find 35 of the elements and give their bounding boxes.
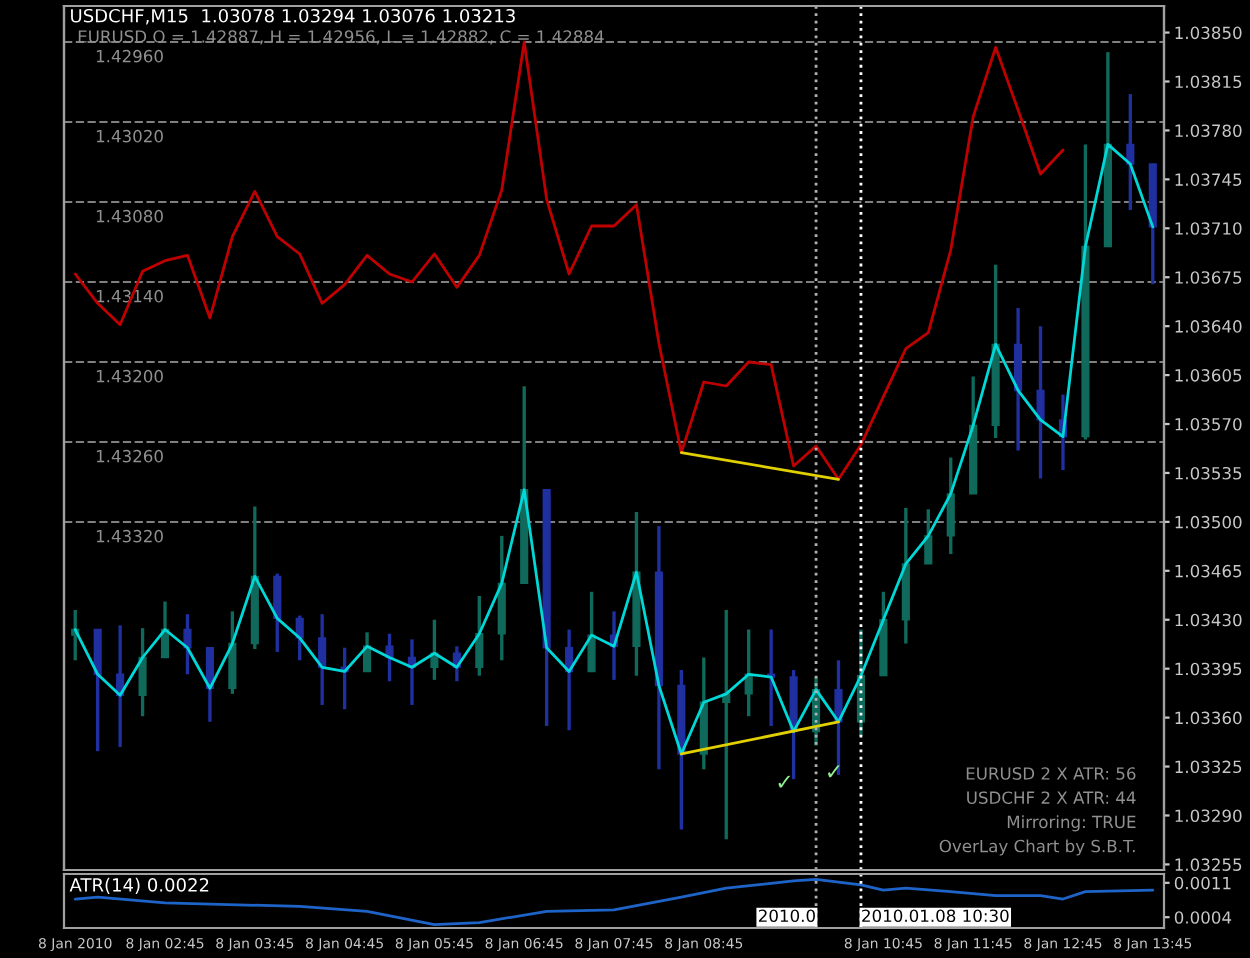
y-tick-label: 1.03570 <box>1175 417 1242 431</box>
annotation: OverLay Chart by S.B.T. <box>939 839 1135 856</box>
y-tick-label: 1.03395 <box>1175 662 1242 676</box>
y2-tick-label: 1.43080 <box>96 209 163 223</box>
y-tick-label: 1.03745 <box>1175 173 1242 186</box>
y-tick-label: 1.03640 <box>1175 320 1242 333</box>
y-tick-label: 1.03850 <box>1175 26 1242 40</box>
chart-title: USDCHF,M15 1.03078 1.03294 1.03076 1.03213 <box>71 8 515 25</box>
y-tick-label: 0.0011 <box>1174 876 1231 890</box>
y-tick-label: 1.03710 <box>1175 222 1242 235</box>
y-tick-label: 1.03535 <box>1175 466 1242 480</box>
y-tick-label: 1.03430 <box>1175 613 1242 627</box>
y-tick-label: 1.03325 <box>1175 760 1242 774</box>
y-tick-label: 1.03605 <box>1175 369 1242 382</box>
y-tick-label: 1.03465 <box>1175 564 1242 578</box>
y2-tick-label: 1.43320 <box>96 529 163 543</box>
annotation: USDCHF 2 X ATR: 44 <box>967 791 1136 804</box>
y-tick-label: 1.03290 <box>1175 809 1242 823</box>
y-tick-label: 1.03815 <box>1175 75 1242 89</box>
y-tick-label: 0.0004 <box>1174 911 1232 924</box>
y-tick-label: 1.03255 <box>1175 858 1242 871</box>
chart-title: ATR(14) 0.0022 <box>69 877 209 894</box>
y2-tick-label: 1.43200 <box>96 369 163 383</box>
y-tick-label: 1.03500 <box>1175 515 1242 529</box>
annotation: EURUSD 2 X ATR: 56 <box>966 767 1136 780</box>
annotation: Mirroring: TRUE <box>1007 815 1136 832</box>
y-tick-label: 1.03360 <box>1175 711 1242 725</box>
y2-tick-label: 1.43260 <box>96 449 163 463</box>
annotation: 2010.01.08 10:30 <box>862 909 1009 923</box>
y2-tick-label: 1.42960 <box>96 49 163 63</box>
y-tick-label: 1.03780 <box>1175 124 1242 137</box>
y2-tick-label: 1.43020 <box>96 129 163 143</box>
y-tick-label: 1.03675 <box>1175 271 1242 284</box>
annotation: 2010.0 <box>758 909 815 923</box>
annotation: ✓ <box>778 775 791 788</box>
